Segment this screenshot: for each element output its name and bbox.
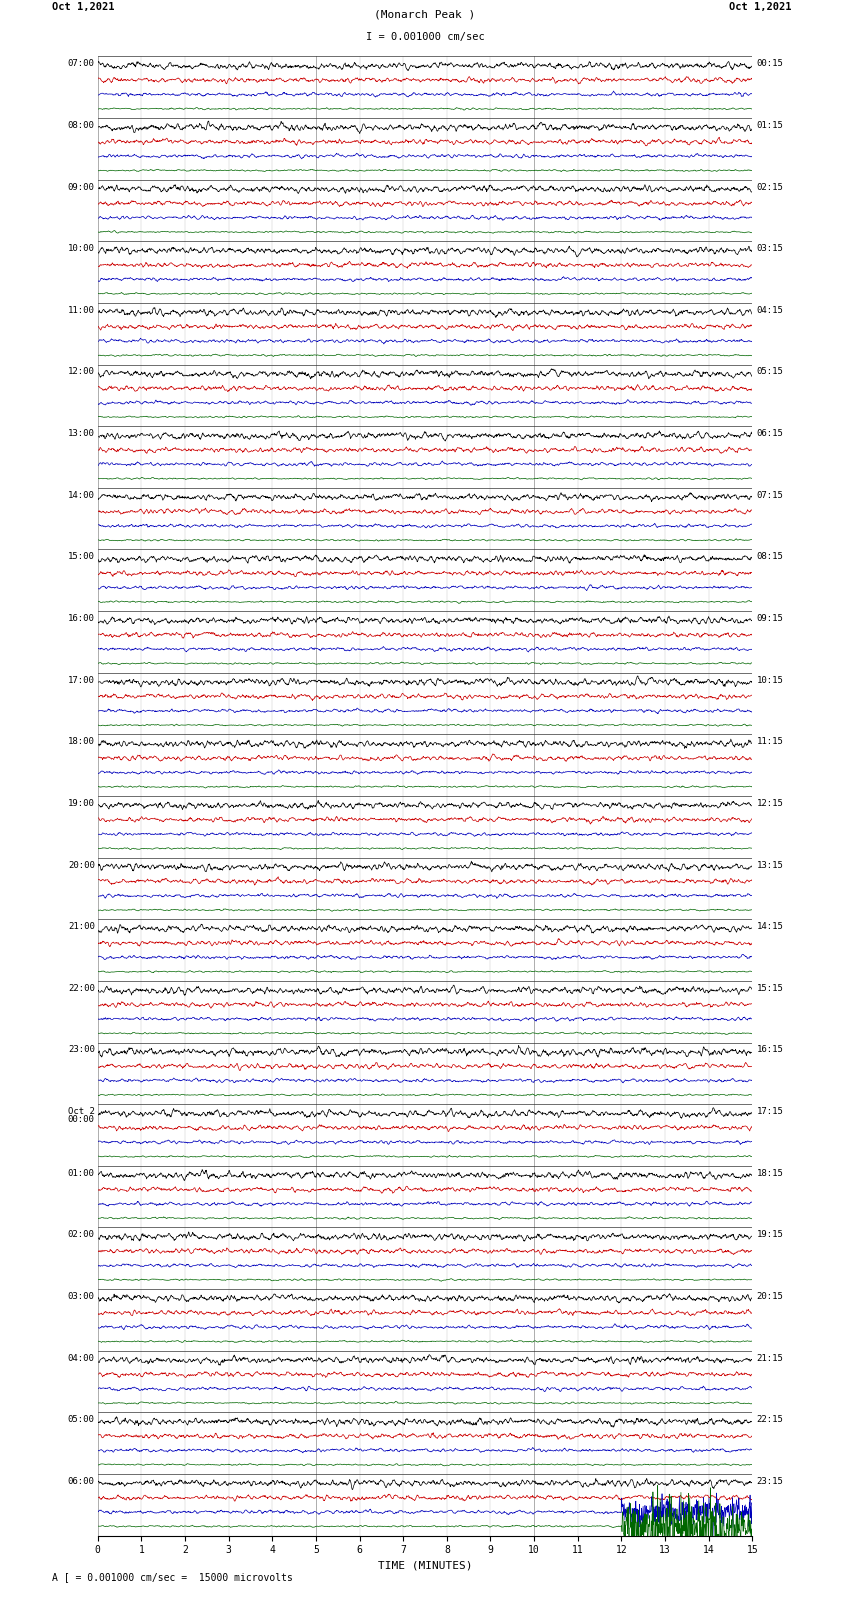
Text: 19:00: 19:00 [68,798,94,808]
Text: A [ = 0.001000 cm/sec =  15000 microvolts: A [ = 0.001000 cm/sec = 15000 microvolts [52,1573,292,1582]
Text: 04:00: 04:00 [68,1353,94,1363]
Text: 03:15: 03:15 [756,244,784,253]
Text: Oct 1,2021: Oct 1,2021 [52,2,115,11]
Text: 10:15: 10:15 [756,676,784,684]
Text: 20:15: 20:15 [756,1292,784,1302]
Text: 15:15: 15:15 [756,984,784,992]
Text: 13:15: 13:15 [756,860,784,869]
Text: 20:00: 20:00 [68,860,94,869]
Text: 06:15: 06:15 [756,429,784,439]
Text: 09:15: 09:15 [756,615,784,623]
Text: 02:00: 02:00 [68,1231,94,1239]
Text: 04:15: 04:15 [756,306,784,315]
Text: 08:00: 08:00 [68,121,94,131]
Text: 01:15: 01:15 [756,121,784,131]
Text: 14:00: 14:00 [68,490,94,500]
Text: 23:15: 23:15 [756,1478,784,1486]
Text: Oct 2: Oct 2 [68,1107,94,1116]
Text: (Monarch Peak ): (Monarch Peak ) [374,10,476,19]
Text: 21:15: 21:15 [756,1353,784,1363]
Text: 12:00: 12:00 [68,368,94,376]
Text: 16:15: 16:15 [756,1045,784,1055]
X-axis label: TIME (MINUTES): TIME (MINUTES) [377,1561,473,1571]
Text: 11:15: 11:15 [756,737,784,747]
Text: 07:00: 07:00 [68,60,94,68]
Text: 08:15: 08:15 [756,552,784,561]
Text: 01:00: 01:00 [68,1169,94,1177]
Text: 07:15: 07:15 [756,490,784,500]
Text: 19:15: 19:15 [756,1231,784,1239]
Text: 05:15: 05:15 [756,368,784,376]
Text: 00:15: 00:15 [756,60,784,68]
Text: 02:15: 02:15 [756,182,784,192]
Text: 06:00: 06:00 [68,1478,94,1486]
Text: 15:00: 15:00 [68,552,94,561]
Text: 13:00: 13:00 [68,429,94,439]
Text: 22:00: 22:00 [68,984,94,992]
Text: 09:00: 09:00 [68,182,94,192]
Text: 05:00: 05:00 [68,1415,94,1424]
Text: 14:15: 14:15 [756,923,784,931]
Text: 12:15: 12:15 [756,798,784,808]
Text: 17:00: 17:00 [68,676,94,684]
Text: 10:00: 10:00 [68,244,94,253]
Text: 16:00: 16:00 [68,615,94,623]
Text: 21:00: 21:00 [68,923,94,931]
Text: 23:00: 23:00 [68,1045,94,1055]
Text: 00:00: 00:00 [68,1115,94,1124]
Text: 03:00: 03:00 [68,1292,94,1302]
Text: 22:15: 22:15 [756,1415,784,1424]
Text: 18:00: 18:00 [68,737,94,747]
Text: 11:00: 11:00 [68,306,94,315]
Text: 17:15: 17:15 [756,1107,784,1116]
Text: 18:15: 18:15 [756,1169,784,1177]
Text: I = 0.001000 cm/sec: I = 0.001000 cm/sec [366,32,484,42]
Text: Oct 1,2021: Oct 1,2021 [729,2,791,11]
